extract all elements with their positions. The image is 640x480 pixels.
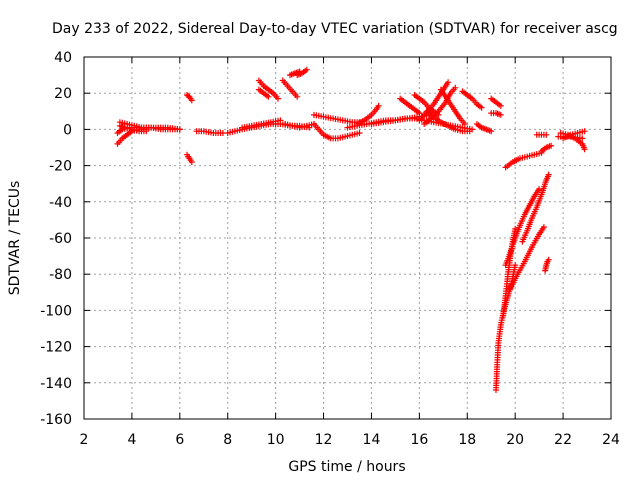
series-arc-26 (423, 108, 473, 135)
series-arc-29 (488, 95, 504, 109)
data-point-marker (275, 95, 281, 102)
y-axis-label: SDTVAR / TECUs (7, 181, 23, 296)
data-point-marker (445, 79, 452, 86)
series-arc-06 (184, 92, 195, 104)
y-tick-label: 0 (63, 122, 72, 138)
x-tick-label: 20 (506, 432, 524, 448)
series-arc-03 (116, 119, 183, 133)
data-point-marker (545, 256, 552, 263)
x-tick-label: 16 (410, 432, 428, 448)
x-tick-label: 22 (554, 432, 572, 448)
x-tick-label: 4 (127, 432, 136, 448)
series-arc-05 (184, 151, 195, 165)
y-tick-label: -80 (49, 267, 72, 283)
series-arc-09 (239, 117, 284, 131)
y-tick-labels: -160 -140 -120 -100 -80 -60 -40 -20 0 20 40 (40, 50, 72, 428)
data-point-marker (497, 111, 504, 118)
x-tick-label: 8 (223, 432, 232, 448)
x-tick-label: 6 (175, 432, 184, 448)
series-arc-30 (488, 110, 504, 118)
x-axis-label: GPS time / hours (288, 459, 405, 475)
series-arc-12 (279, 77, 301, 100)
series-arc-39 (533, 131, 550, 138)
series-arc-16 (311, 121, 363, 142)
data-point-marker (277, 117, 284, 124)
series-arc-27 (459, 88, 485, 111)
data-series (114, 66, 588, 393)
y-tick-label: -20 (49, 159, 72, 175)
y-tick-label: -100 (40, 303, 72, 319)
y-tick-label: -160 (40, 412, 72, 428)
x-tick-label: 14 (363, 432, 381, 448)
series-arc-21 (397, 95, 423, 117)
series-arc-33 (502, 186, 543, 269)
data-point-marker (143, 128, 150, 135)
series-arc-36 (542, 256, 552, 274)
data-point-marker (579, 135, 586, 142)
series-arc-34 (507, 224, 547, 292)
data-point-marker (416, 110, 423, 117)
data-point-marker (375, 102, 382, 109)
y-tick-label: 40 (54, 50, 72, 66)
series-arc-28 (473, 121, 495, 135)
data-point-marker (512, 262, 519, 269)
series-arc-22 (411, 92, 442, 118)
data-point-marker (294, 93, 301, 100)
data-point-marker (497, 102, 504, 109)
y-tick-label: -120 (40, 340, 72, 356)
x-tick-label: 18 (458, 432, 476, 448)
data-point-marker (188, 159, 195, 165)
y-tick-label: -60 (49, 231, 72, 247)
data-point-marker (581, 128, 588, 135)
data-point-marker (581, 146, 588, 153)
data-point-marker (303, 66, 310, 73)
x-tick-label: 12 (315, 432, 333, 448)
x-tick-labels: 2 4 6 8 10 12 14 16 18 20 22 24 (80, 432, 620, 448)
data-point-marker (488, 128, 495, 135)
data-point-marker (176, 126, 183, 133)
data-point-marker (478, 104, 485, 111)
data-point-marker (265, 93, 272, 100)
y-tick-label: 20 (54, 86, 72, 102)
data-point-marker (452, 84, 459, 91)
data-point-marker (540, 224, 547, 231)
data-point-marker (548, 142, 555, 149)
data-point-marker (461, 121, 468, 127)
axis-ticks (83, 56, 612, 420)
series-arc-11 (255, 86, 272, 100)
chart-title: Day 233 of 2022, Sidereal Day-to-day VTE… (52, 21, 618, 37)
series-arc-35 (519, 171, 552, 245)
data-point-marker (543, 131, 550, 138)
data-point-marker (536, 186, 543, 193)
x-tick-label: 24 (602, 432, 620, 448)
y-tick-label: -140 (40, 376, 72, 392)
series-arc-07 (193, 128, 226, 136)
series-arc-10 (255, 77, 281, 102)
series-arc-38 (538, 142, 555, 155)
series-arc-04 (116, 122, 150, 135)
series-arc-42 (555, 133, 586, 142)
x-tick-label: 10 (267, 432, 285, 448)
data-point-marker (466, 128, 473, 135)
data-point-marker (545, 171, 552, 178)
y-tick-label: -40 (49, 195, 72, 211)
data-point-marker (188, 97, 195, 104)
data-point-marker (356, 130, 363, 136)
series-arc-14 (294, 66, 310, 79)
series-arc-25 (437, 86, 468, 127)
x-tick-label: 2 (80, 432, 89, 448)
